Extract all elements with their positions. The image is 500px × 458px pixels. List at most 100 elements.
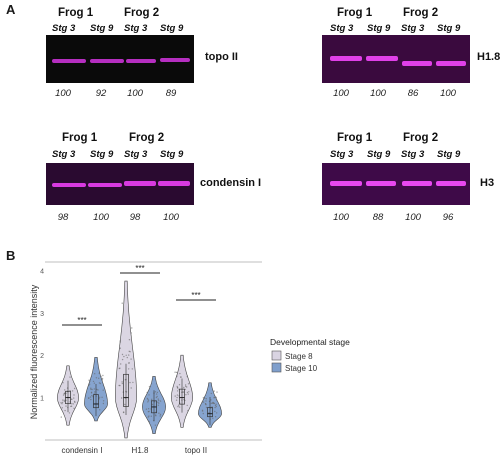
- data-point: [119, 347, 122, 349]
- x-ticks: condensin I H1.8 topo II: [62, 446, 208, 455]
- data-point: [205, 398, 207, 400]
- data-point: [186, 386, 188, 388]
- data-point: [98, 372, 100, 374]
- data-point: [175, 399, 178, 401]
- quant-value: 86: [407, 88, 419, 99]
- data-point: [182, 391, 185, 393]
- data-point: [102, 400, 105, 402]
- data-point: [119, 341, 122, 343]
- data-point: [132, 381, 134, 384]
- protein-label: condensin I: [200, 177, 262, 189]
- data-point: [202, 397, 205, 399]
- data-point: [60, 402, 62, 404]
- legend-item: Stage 10: [285, 364, 318, 373]
- data-point: [98, 377, 100, 379]
- data-point: [125, 354, 127, 356]
- y-tick-label: 2: [40, 353, 44, 360]
- data-point: [129, 381, 131, 384]
- panel-a-label: A: [6, 2, 16, 17]
- data-point: [184, 388, 186, 391]
- data-point: [119, 384, 121, 387]
- frog1-label: Frog 1: [337, 7, 373, 19]
- band: [160, 58, 190, 62]
- data-point: [187, 383, 190, 385]
- data-point: [177, 405, 179, 408]
- lane-label: Stg 3: [52, 149, 76, 160]
- lane-label: Stg 3: [330, 149, 354, 160]
- data-point: [128, 362, 130, 364]
- band: [402, 61, 432, 66]
- data-point: [210, 399, 212, 401]
- data-point: [176, 385, 178, 388]
- frog2-label: Frog 2: [124, 7, 160, 19]
- data-point: [216, 391, 218, 393]
- data-point: [74, 401, 76, 403]
- band: [366, 56, 398, 61]
- data-point: [63, 400, 66, 403]
- data-point: [128, 339, 131, 341]
- data-point: [159, 415, 161, 417]
- data-point: [186, 391, 189, 394]
- data-point: [175, 371, 178, 374]
- data-point: [148, 394, 150, 396]
- data-point: [121, 382, 124, 385]
- data-point: [73, 397, 75, 399]
- data-point: [187, 393, 189, 395]
- data-point: [208, 412, 210, 414]
- y-tick-label: 4: [40, 268, 44, 275]
- data-point: [150, 415, 152, 417]
- lane-label: Stg 3: [401, 149, 425, 160]
- band: [436, 181, 466, 186]
- data-point: [214, 410, 216, 413]
- data-point: [202, 401, 205, 403]
- legend-swatch: [271, 362, 282, 373]
- significance-label: ***: [191, 291, 200, 300]
- box: [93, 394, 99, 409]
- data-point: [97, 389, 99, 391]
- data-point: [91, 388, 93, 391]
- data-point: [88, 379, 90, 381]
- data-point: [62, 382, 64, 384]
- data-point: [89, 396, 92, 398]
- data-point: [88, 397, 90, 399]
- band: [402, 181, 432, 186]
- gel-image: [322, 163, 470, 205]
- x-tick-label: condensin I: [62, 446, 103, 455]
- data-point: [159, 413, 162, 416]
- data-point: [146, 397, 149, 400]
- data-point: [90, 388, 92, 390]
- band: [330, 56, 362, 61]
- data-point: [121, 302, 123, 304]
- legend-swatch: [271, 350, 282, 361]
- lane-label: Stg 9: [367, 149, 391, 160]
- data-point: [203, 397, 206, 399]
- data-point: [185, 394, 187, 396]
- data-point: [88, 383, 91, 385]
- band: [330, 181, 362, 186]
- data-point: [121, 381, 123, 383]
- data-point: [102, 402, 105, 405]
- data-point: [216, 412, 218, 414]
- data-point: [91, 394, 93, 397]
- frog2-label: Frog 2: [403, 132, 439, 144]
- data-point: [126, 356, 128, 359]
- data-point: [118, 367, 121, 370]
- data-point: [157, 404, 160, 406]
- quant-value: 100: [127, 88, 143, 99]
- gel-image: [46, 163, 194, 205]
- data-point: [63, 389, 66, 391]
- data-point: [176, 375, 178, 377]
- box: [179, 388, 185, 405]
- data-point: [62, 394, 65, 396]
- data-point: [72, 403, 75, 405]
- data-point: [119, 340, 121, 342]
- data-point: [156, 395, 158, 398]
- quant-value: 100: [405, 212, 421, 223]
- significance-label: ***: [77, 316, 86, 325]
- data-point: [155, 415, 157, 417]
- data-point: [63, 399, 65, 401]
- data-point: [213, 402, 215, 405]
- frog1-label: Frog 1: [62, 132, 98, 144]
- data-point: [121, 353, 124, 356]
- data-point: [61, 401, 64, 404]
